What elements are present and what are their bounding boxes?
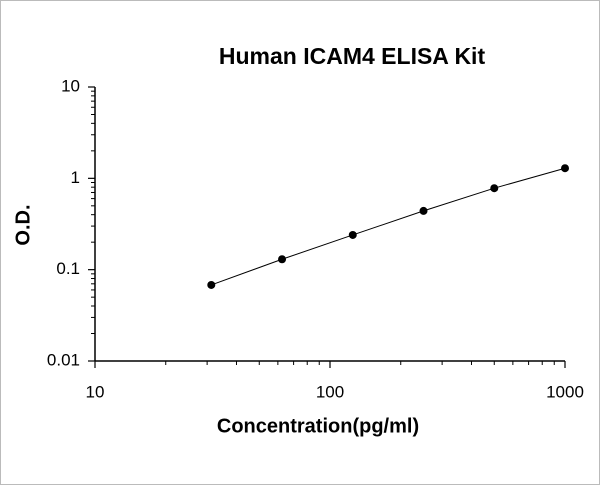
y-tick-label: 0.1 <box>56 259 80 278</box>
data-point <box>490 184 499 193</box>
y-axis-label: O.D. <box>12 204 34 245</box>
fit-line <box>211 167 566 286</box>
x-tick-label: 10 <box>86 382 105 401</box>
chart-title: Human ICAM4 ELISA Kit <box>219 43 486 69</box>
data-point <box>207 280 216 289</box>
data-point <box>419 206 428 215</box>
y-tick-label: 10 <box>61 76 80 95</box>
x-axis-label: Concentration(pg/ml) <box>217 415 419 437</box>
data-point <box>278 255 287 264</box>
y-tick-label: 1 <box>71 168 80 187</box>
y-tick-label: 0.01 <box>47 350 80 369</box>
x-tick-label: 100 <box>316 382 344 401</box>
x-tick-label: 1000 <box>546 382 584 401</box>
data-point <box>348 230 357 239</box>
data-point <box>561 164 569 173</box>
